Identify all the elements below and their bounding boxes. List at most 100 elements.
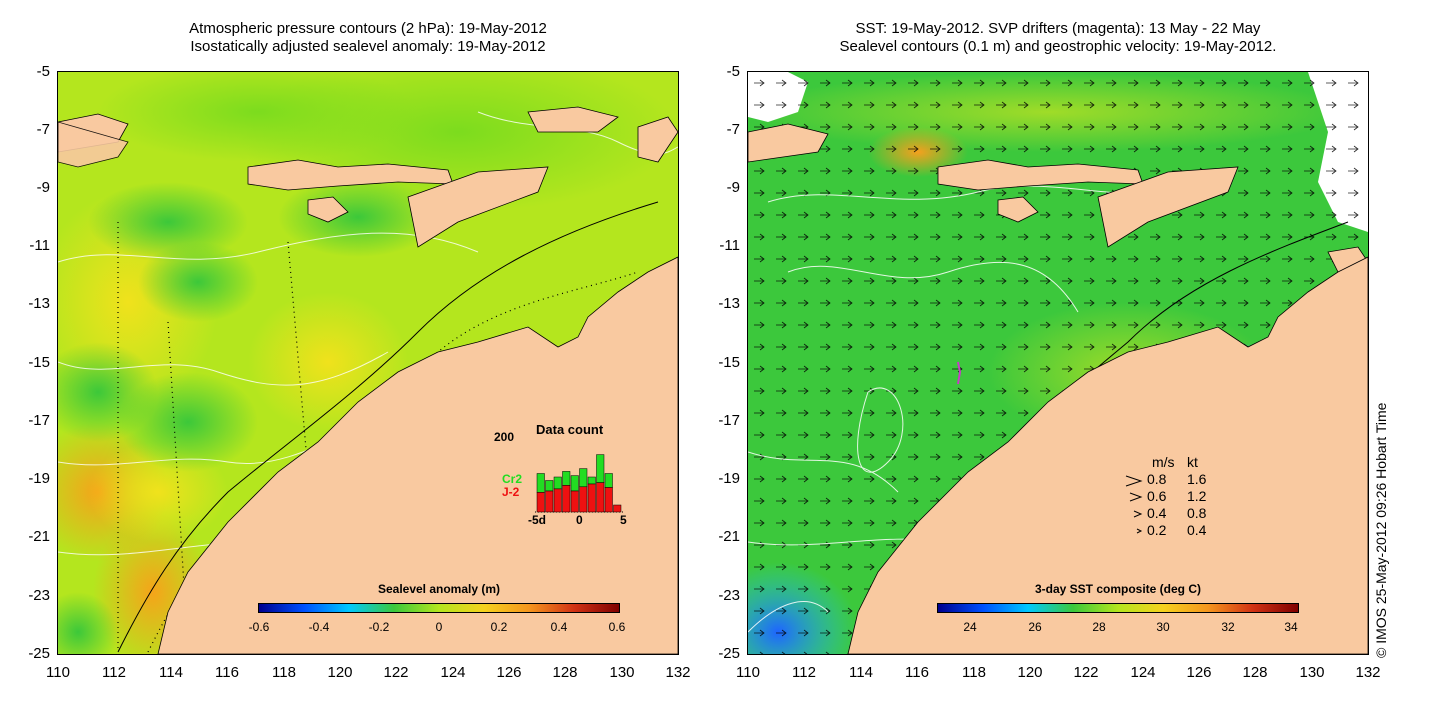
right-colorbar-tick: 26 xyxy=(1028,620,1042,634)
data-count-bar-series1 xyxy=(545,480,554,492)
x-tick-label: 124 xyxy=(440,664,466,681)
y-tick-label: -9 xyxy=(726,179,740,196)
australia-landmass-left xyxy=(157,256,678,654)
data-count-bar-series1 xyxy=(553,476,562,490)
left-colorbar-tick: -0.4 xyxy=(308,620,330,634)
y-tick-label: -7 xyxy=(36,121,50,138)
right-colorbar-tick: 28 xyxy=(1092,620,1106,634)
x-tick-label: 128 xyxy=(1242,664,1268,681)
x-tick-label: 112 xyxy=(102,664,126,681)
velocity-arrow-icon xyxy=(1125,475,1143,487)
y-tick-label: -19 xyxy=(28,470,50,487)
left-colorbar-title: Sealevel anomaly (m) xyxy=(377,582,501,596)
data-count-bar-series1 xyxy=(562,471,571,486)
y-tick-label: -21 xyxy=(28,528,50,545)
copyright-label: © IMOS 25-May-2012 09:26 Hobart Time xyxy=(1373,402,1389,658)
y-tick-label: -23 xyxy=(28,587,50,604)
data-count-bar-series2 xyxy=(536,492,545,513)
data-count-bar-series2 xyxy=(613,504,622,513)
velocity-legend-kt-header: kt xyxy=(1187,454,1198,470)
data-count-bar-series2 xyxy=(596,482,605,513)
y-tick-label: -7 xyxy=(726,121,740,138)
y-tick-label: -23 xyxy=(718,587,740,604)
x-tick-label: 118 xyxy=(962,664,986,681)
data-count-bar-series2 xyxy=(553,488,562,513)
velocity-legend-kt: 0.8 xyxy=(1187,505,1207,521)
y-tick-label: -15 xyxy=(28,354,50,371)
velocity-legend-ms: 0.8 xyxy=(1147,471,1167,487)
y-tick-label: -9 xyxy=(36,179,50,196)
data-count-bar-series2 xyxy=(579,486,588,513)
x-tick-label: 126 xyxy=(1186,664,1212,681)
velocity-legend-ms: 0.2 xyxy=(1147,522,1167,538)
x-tick-label: 132 xyxy=(1355,664,1381,681)
x-tick-label: 120 xyxy=(1017,664,1043,681)
left-title-line1: Atmospheric pressure contours (2 hPa): 1… xyxy=(189,20,547,37)
left-colorbar-tick: -0.6 xyxy=(248,620,270,634)
y-tick-label: -17 xyxy=(718,412,740,429)
x-tick-label: 120 xyxy=(327,664,353,681)
right-colorbar xyxy=(937,603,1299,613)
x-tick-label: 114 xyxy=(159,664,183,681)
data-count-bar-series2 xyxy=(587,483,596,513)
data-count-bar-series2 xyxy=(604,487,613,513)
x-tick-label: 118 xyxy=(272,664,296,681)
left-colorbar-tick: 0.6 xyxy=(608,620,626,634)
sst-map xyxy=(748,72,1368,654)
data-count-bar-series2 xyxy=(545,490,554,513)
data-count-x-end: 5 xyxy=(620,513,627,527)
velocity-legend-ms: 0.4 xyxy=(1147,505,1167,521)
data-count-bar-series2 xyxy=(562,485,571,513)
data-count-title: Data count xyxy=(536,422,604,437)
right-colorbar-title: 3-day SST composite (deg C) xyxy=(1034,582,1202,596)
x-tick-label: 116 xyxy=(905,664,929,681)
left-colorbar-tick: 0 xyxy=(435,620,443,634)
x-tick-label: 122 xyxy=(1073,664,1099,681)
x-tick-label: 112 xyxy=(792,664,816,681)
x-tick-label: 110 xyxy=(46,664,70,681)
right-colorbar-tick: 24 xyxy=(963,620,977,634)
australia-landmass-right xyxy=(847,256,1368,654)
x-tick-label: 124 xyxy=(1130,664,1156,681)
left-colorbar xyxy=(258,603,620,613)
x-tick-label: 116 xyxy=(215,664,239,681)
y-tick-label: -21 xyxy=(718,528,740,545)
data-count-bar-series1 xyxy=(570,475,579,492)
velocity-legend-kt: 1.2 xyxy=(1187,488,1207,504)
sealevel-anomaly-map xyxy=(58,72,678,654)
data-count-series2: J-2 xyxy=(502,485,520,499)
y-tick-label: -19 xyxy=(718,470,740,487)
y-tick-label: -5 xyxy=(36,63,50,80)
y-tick-label: -13 xyxy=(28,295,50,312)
y-tick-label: -15 xyxy=(718,354,740,371)
x-tick-label: 110 xyxy=(736,664,760,681)
y-tick-label: -25 xyxy=(718,645,740,662)
y-tick-label: -11 xyxy=(719,237,740,254)
data-count-bar-series1 xyxy=(579,468,588,488)
x-tick-label: 130 xyxy=(609,664,635,681)
right-colorbar-tick: 32 xyxy=(1221,620,1235,634)
velocity-arrow-icon xyxy=(1136,528,1143,534)
data-count-bar-series2 xyxy=(570,490,579,513)
velocity-legend-kt: 0.4 xyxy=(1187,522,1207,538)
velocity-arrow-icon xyxy=(1133,510,1143,518)
data-count-bar-series1 xyxy=(536,473,545,493)
data-count-x-start: -5d xyxy=(528,513,546,527)
velocity-legend-ms: 0.6 xyxy=(1147,488,1167,504)
right-colorbar-tick: 34 xyxy=(1284,620,1298,634)
x-tick-label: 130 xyxy=(1299,664,1325,681)
velocity-legend-ms-header: m/s xyxy=(1152,454,1175,470)
velocity-legend: m/s kt 0.8 1.6 0.6 1.2 0.4 0.8 0.2 0.4 xyxy=(1125,454,1235,544)
data-count-bar-series1 xyxy=(596,454,605,483)
y-tick-label: -13 xyxy=(718,295,740,312)
x-tick-label: 126 xyxy=(496,664,522,681)
data-count-bar-series1 xyxy=(604,473,613,488)
x-tick-label: 114 xyxy=(849,664,873,681)
y-tick-label: -17 xyxy=(28,412,50,429)
x-tick-label: 132 xyxy=(665,664,691,681)
right-colorbar-tick: 30 xyxy=(1156,620,1170,634)
left-colorbar-tick: 0.4 xyxy=(550,620,568,634)
left-colorbar-tick: 0.2 xyxy=(490,620,508,634)
data-count-series1: Cr2 xyxy=(502,472,523,486)
right-title-line1: SST: 19-May-2012. SVP drifters (magenta)… xyxy=(855,20,1261,37)
